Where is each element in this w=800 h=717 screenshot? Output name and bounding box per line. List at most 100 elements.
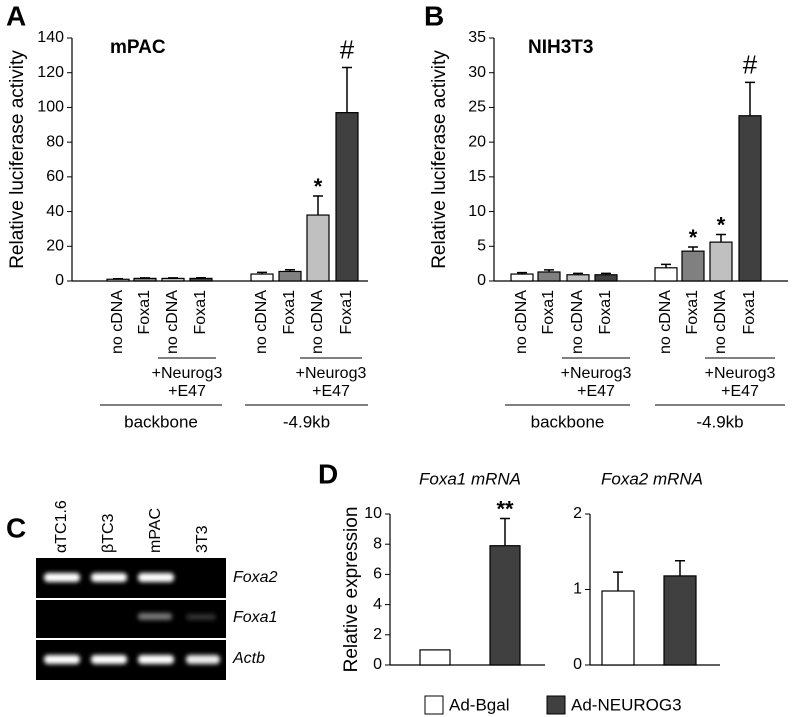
gel-row-label: Foxa1: [233, 609, 277, 626]
subgroup-label: +E47: [577, 383, 615, 400]
chart-title: NIH3T3: [528, 37, 593, 58]
y-axis-label: Relative luciferase activity: [7, 50, 28, 269]
bar: [663, 575, 697, 666]
error-bar: [675, 560, 685, 576]
y-tick-label: 0: [55, 272, 64, 289]
subgroup-label: +E47: [312, 383, 350, 400]
gel-lane-label: mPAC: [147, 508, 164, 553]
group-label: -4.9kb: [283, 412, 330, 431]
error-bar: [688, 246, 698, 252]
y-tick-label: 0: [477, 272, 486, 289]
bar: [709, 241, 733, 282]
bar: [537, 271, 561, 282]
y-tick-label: 10: [468, 203, 486, 220]
bar: [250, 273, 274, 282]
chart-title: Foxa2 mRNA: [601, 469, 703, 488]
significance-mark: *: [717, 212, 726, 237]
error-bar: [745, 81, 755, 116]
bar: [489, 545, 521, 666]
bar: [335, 112, 359, 282]
bar: [510, 273, 534, 282]
y-tick-label: 30: [468, 64, 486, 81]
error-bar: [342, 66, 352, 113]
subgroup-label: +E47: [721, 383, 759, 400]
x-tick-label: no cDNA: [569, 290, 586, 354]
group-label: backbone: [124, 412, 198, 431]
y-tick-label: 35: [468, 29, 486, 46]
y-tick-label: 25: [468, 99, 486, 116]
y-tick-label: 40: [46, 203, 64, 220]
gel-bands: [44, 573, 220, 664]
x-tick-label: Foxa1: [136, 290, 153, 335]
bar: [566, 274, 590, 282]
y-tick-label: 0: [573, 656, 582, 673]
y-tick-label: 100: [37, 99, 64, 116]
x-tick-label: Foxa1: [192, 290, 209, 335]
y-tick-label: 8: [373, 535, 382, 552]
x-tick-label: no cDNA: [109, 290, 126, 354]
bar: [278, 270, 302, 282]
y-tick-label: 0: [373, 656, 382, 673]
bar: [681, 250, 705, 282]
panel-letter: B: [424, 0, 444, 31]
x-tick-label: no cDNA: [712, 290, 729, 354]
significance-mark: **: [496, 496, 514, 521]
error-bar: [716, 233, 726, 243]
error-bar: [613, 571, 623, 592]
panel-letter: C: [6, 512, 26, 543]
y-axis-label: Relative luciferase activity: [429, 50, 450, 269]
y-tick-label: 20: [468, 133, 486, 150]
bar: [654, 267, 678, 282]
error-bar: [500, 517, 510, 546]
bar: [133, 277, 157, 282]
chart-title: Foxa1 mRNA: [419, 469, 521, 488]
y-tick-label: 15: [468, 168, 486, 185]
y-tick-label: 20: [46, 238, 64, 255]
x-tick-label: Foxa1: [281, 290, 298, 335]
x-tick-label: no cDNA: [253, 290, 270, 354]
legend-label: Ad-Bgal: [449, 695, 509, 714]
gel-lane-label: βTC3: [100, 513, 117, 553]
x-tick-label: Foxa1: [684, 290, 701, 335]
legend-label: Ad-NEUROG3: [571, 695, 682, 714]
x-tick-label: Foxa1: [741, 290, 758, 335]
gel-row-label: Foxa2: [233, 569, 278, 586]
subgroup-label: +E47: [168, 383, 206, 400]
y-tick-label: 1: [573, 581, 582, 598]
y-tick-label: 2: [573, 505, 582, 522]
x-tick-label: no cDNA: [164, 290, 181, 354]
x-tick-label: Foxa1: [540, 290, 557, 335]
y-axis-label: Relative expression: [341, 507, 362, 673]
y-tick-label: 6: [373, 566, 382, 583]
bar: [738, 115, 762, 282]
y-tick-label: 5: [477, 238, 486, 255]
bar: [601, 590, 635, 666]
gel-row-label: Actb: [232, 650, 265, 667]
y-tick-label: 120: [37, 64, 64, 81]
subgroup-label: +Neurog3: [705, 365, 776, 382]
bar: [419, 649, 451, 666]
y-tick-label: 10: [364, 505, 382, 522]
legend-swatch: [546, 695, 566, 715]
bar: [594, 274, 618, 282]
y-tick-label: 4: [373, 596, 382, 613]
legend-swatch: [424, 695, 444, 715]
chart-title: mPAC: [110, 37, 166, 58]
gel-lane-label: αTC1.6: [53, 500, 70, 553]
x-tick-label: Foxa1: [338, 290, 355, 335]
bar: [161, 277, 185, 282]
significance-mark: *: [314, 174, 323, 199]
significance-mark: *: [689, 225, 698, 250]
error-bar: [313, 195, 323, 216]
bar: [306, 214, 330, 282]
panel-letter: A: [6, 0, 26, 31]
subgroup-label: +Neurog3: [152, 365, 223, 382]
y-tick-label: 140: [37, 29, 64, 46]
x-tick-label: no cDNA: [513, 290, 530, 354]
gel: αTC1.6 βTC3 mPAC 3T3 Foxa2 Foxa1 Actb: [36, 500, 278, 680]
subgroup-label: +Neurog3: [561, 365, 632, 382]
x-tick-label: Foxa1: [597, 290, 614, 335]
bar: [106, 278, 130, 282]
y-tick-label: 60: [46, 168, 64, 185]
